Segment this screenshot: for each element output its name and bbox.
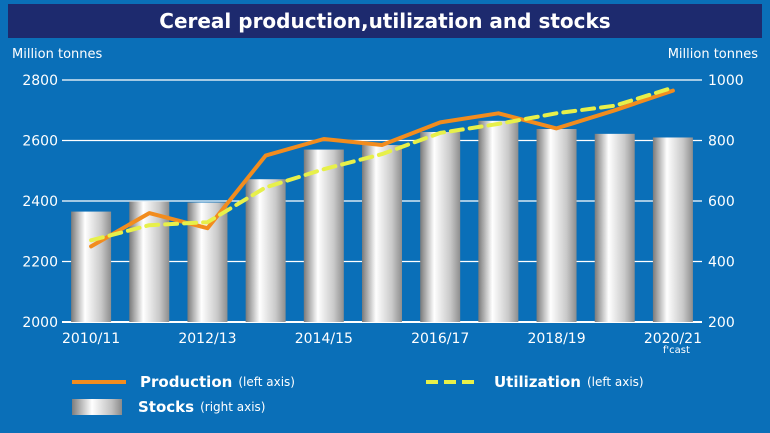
stocks-bar (303, 149, 344, 322)
forecast-note: f'cast (662, 345, 690, 356)
stocks-bar (536, 129, 577, 322)
right-tick-label: 600 (708, 194, 735, 210)
x-tick-label: 2010/11 (62, 331, 120, 347)
utilization-line (89, 85, 675, 243)
stocks-bar (594, 133, 635, 322)
stocks-bar (478, 120, 519, 323)
left-tick-label: 2000 (22, 315, 58, 331)
left-tick-label: 2200 (22, 255, 58, 271)
right-axis-unit: Million tonnes (667, 47, 758, 62)
stocks-bar (245, 179, 286, 322)
left-tick-label: 2600 (22, 134, 58, 150)
right-tick-label: 1000 (708, 73, 744, 89)
right-tick-label: 200 (708, 315, 735, 331)
left-axis-unit: Million tonnes (12, 47, 103, 62)
x-tick-label: 2012/13 (178, 331, 236, 347)
stocks-bar (71, 211, 112, 322)
stocks-bar (652, 137, 693, 322)
right-tick-label: 800 (708, 134, 735, 150)
left-tick-label: 2800 (22, 73, 58, 89)
x-tick-label: 2018/19 (527, 331, 585, 347)
x-tick-label: 2014/15 (295, 331, 353, 347)
left-tick-label: 2400 (22, 194, 58, 210)
stocks-bar (420, 132, 461, 322)
x-tick-label: 2020/21 (644, 331, 702, 347)
stocks-bar (362, 145, 402, 322)
x-tick-label: 2016/17 (411, 331, 469, 347)
right-tick-label: 400 (708, 255, 735, 271)
chart-title: Cereal production,utilization and stocks (8, 4, 762, 38)
